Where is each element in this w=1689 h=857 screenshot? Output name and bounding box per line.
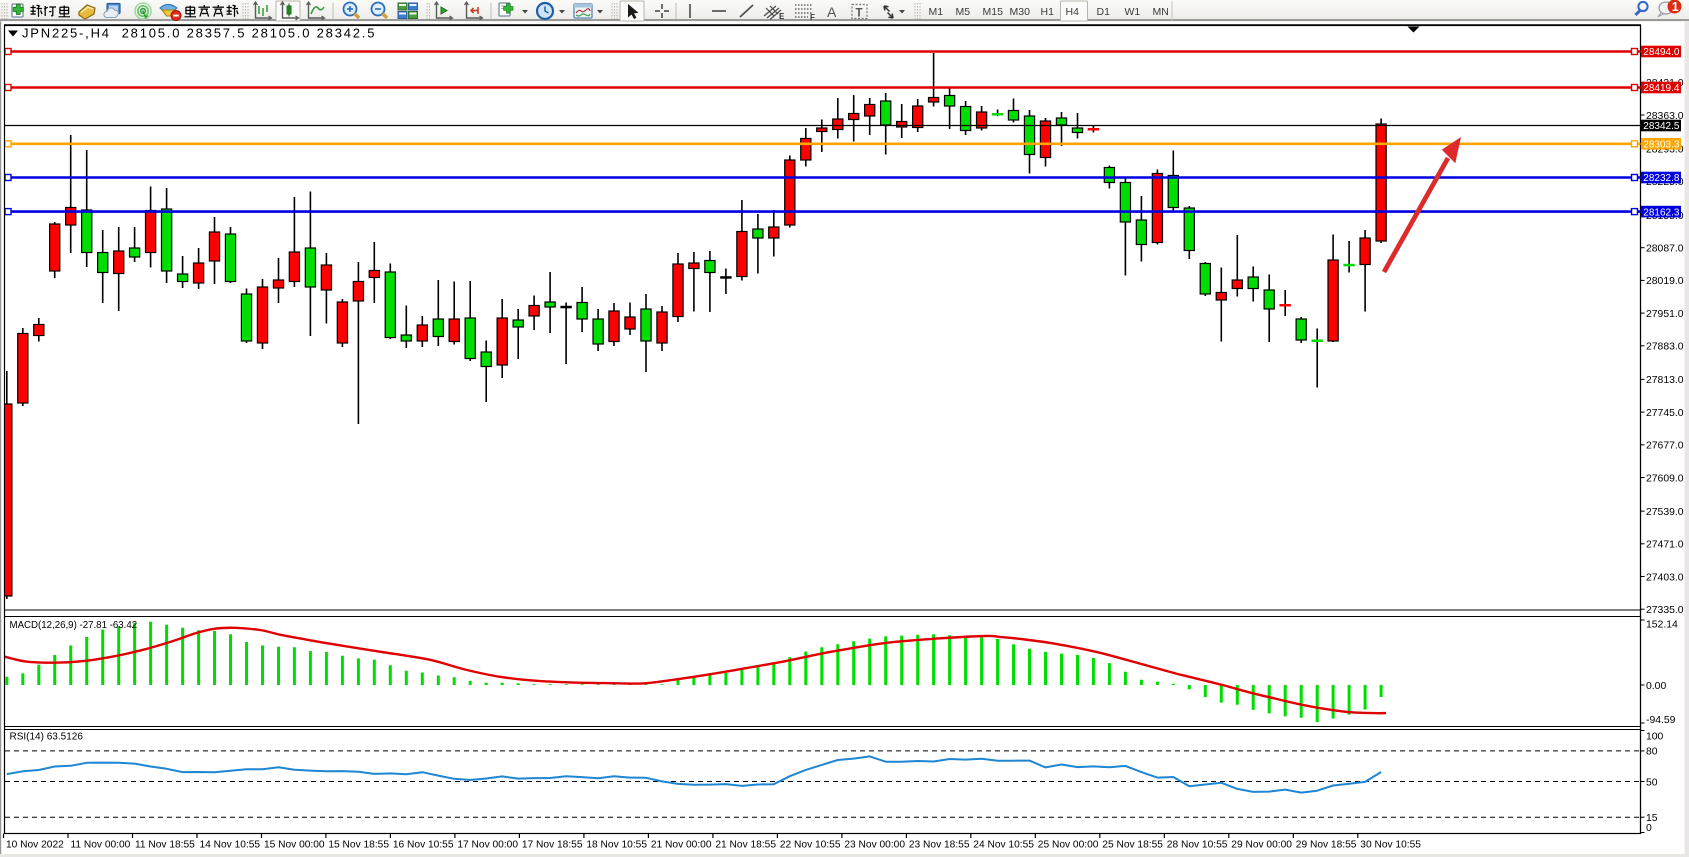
svg-text:JPN225-,H4 28105.0 28357.5 28: JPN225-,H4 28105.0 28357.5 28105.0 28342… <box>22 26 376 41</box>
svg-text:24 Nov 10:55: 24 Nov 10:55 <box>973 840 1034 851</box>
svg-text:14 Nov 10:55: 14 Nov 10:55 <box>200 840 261 851</box>
svg-text:27951.0: 27951.0 <box>1646 309 1684 320</box>
svg-text:F: F <box>810 13 815 22</box>
svg-text:10 Nov 2022: 10 Nov 2022 <box>6 840 64 851</box>
svg-text:152.14: 152.14 <box>1646 620 1678 631</box>
svg-text:16 Nov 10:55: 16 Nov 10:55 <box>393 840 454 851</box>
svg-text:21 Nov 18:55: 21 Nov 18:55 <box>715 840 776 851</box>
svg-text:28293.0: 28293.0 <box>1646 144 1684 155</box>
svg-text:M1: M1 <box>929 6 944 18</box>
svg-text:25 Nov 18:55: 25 Nov 18:55 <box>1102 840 1163 851</box>
svg-text:E: E <box>779 12 785 21</box>
svg-text:15 Nov 00:00: 15 Nov 00:00 <box>264 840 325 851</box>
svg-text:T: T <box>856 8 863 20</box>
svg-text:15 Nov 18:55: 15 Nov 18:55 <box>328 840 389 851</box>
svg-text:27471.0: 27471.0 <box>1646 540 1684 551</box>
svg-text:M30: M30 <box>1010 6 1031 18</box>
svg-text:29 Nov 00:00: 29 Nov 00:00 <box>1231 840 1292 851</box>
svg-text:21 Nov 00:00: 21 Nov 00:00 <box>651 840 712 851</box>
svg-text:A: A <box>827 4 837 20</box>
svg-text:28303.3: 28303.3 <box>1643 140 1680 151</box>
svg-text:18 Nov 10:55: 18 Nov 10:55 <box>586 840 647 851</box>
svg-text:28363.0: 28363.0 <box>1646 111 1684 122</box>
svg-text:28232.8: 28232.8 <box>1643 173 1680 184</box>
svg-text:28419.4: 28419.4 <box>1643 83 1680 94</box>
svg-text:27677.0: 27677.0 <box>1646 441 1684 452</box>
svg-text:15: 15 <box>1646 813 1658 824</box>
svg-text:28019.0: 28019.0 <box>1646 276 1684 287</box>
svg-text:50: 50 <box>1646 777 1658 788</box>
svg-text:28162.3: 28162.3 <box>1643 207 1680 218</box>
svg-text:27609.0: 27609.0 <box>1646 473 1684 484</box>
svg-text:30 Nov 10:55: 30 Nov 10:55 <box>1360 840 1421 851</box>
svg-text:W1: W1 <box>1125 6 1141 18</box>
svg-text:23 Nov 18:55: 23 Nov 18:55 <box>909 840 970 851</box>
svg-text:27403.0: 27403.0 <box>1646 572 1684 583</box>
svg-text:17 Nov 18:55: 17 Nov 18:55 <box>522 840 583 851</box>
svg-text:27813.0: 27813.0 <box>1646 375 1684 386</box>
svg-text:MN: MN <box>1153 6 1169 18</box>
svg-text:17 Nov 00:00: 17 Nov 00:00 <box>457 840 518 851</box>
svg-text:27539.0: 27539.0 <box>1646 507 1684 518</box>
svg-text:28087.0: 28087.0 <box>1646 244 1684 255</box>
svg-text:11 Nov 00:00: 11 Nov 00:00 <box>71 840 131 851</box>
svg-text:28494.0: 28494.0 <box>1643 47 1680 58</box>
svg-text:100: 100 <box>1646 731 1664 742</box>
svg-text:0: 0 <box>1646 823 1652 834</box>
svg-text:11 Nov 18:55: 11 Nov 18:55 <box>135 840 195 851</box>
svg-text:1: 1 <box>1672 0 1679 14</box>
svg-text:27335.0: 27335.0 <box>1646 605 1684 616</box>
svg-text:H4: H4 <box>1066 6 1080 18</box>
svg-text:25 Nov 00:00: 25 Nov 00:00 <box>1038 840 1099 851</box>
svg-text:27883.0: 27883.0 <box>1646 342 1684 353</box>
svg-text:MACD(12,26,9) -27.81 -63.42: MACD(12,26,9) -27.81 -63.42 <box>10 620 138 631</box>
svg-text:80: 80 <box>1646 747 1658 758</box>
svg-text:27745.0: 27745.0 <box>1646 408 1684 419</box>
svg-text:RSI(14) 63.5126: RSI(14) 63.5126 <box>10 732 84 743</box>
svg-text:-94.59: -94.59 <box>1646 715 1676 726</box>
svg-text:M15: M15 <box>983 6 1004 18</box>
svg-text:H1: H1 <box>1041 6 1055 18</box>
svg-text:M5: M5 <box>956 6 971 18</box>
svg-text:29 Nov 18:55: 29 Nov 18:55 <box>1296 840 1357 851</box>
svg-text:28 Nov 10:55: 28 Nov 10:55 <box>1167 840 1228 851</box>
svg-text:22 Nov 10:55: 22 Nov 10:55 <box>780 840 841 851</box>
svg-text:D1: D1 <box>1097 6 1111 18</box>
svg-text:0.00: 0.00 <box>1646 681 1666 692</box>
svg-text:23 Nov 00:00: 23 Nov 00:00 <box>844 840 905 851</box>
svg-text:28342.5: 28342.5 <box>1643 121 1680 132</box>
